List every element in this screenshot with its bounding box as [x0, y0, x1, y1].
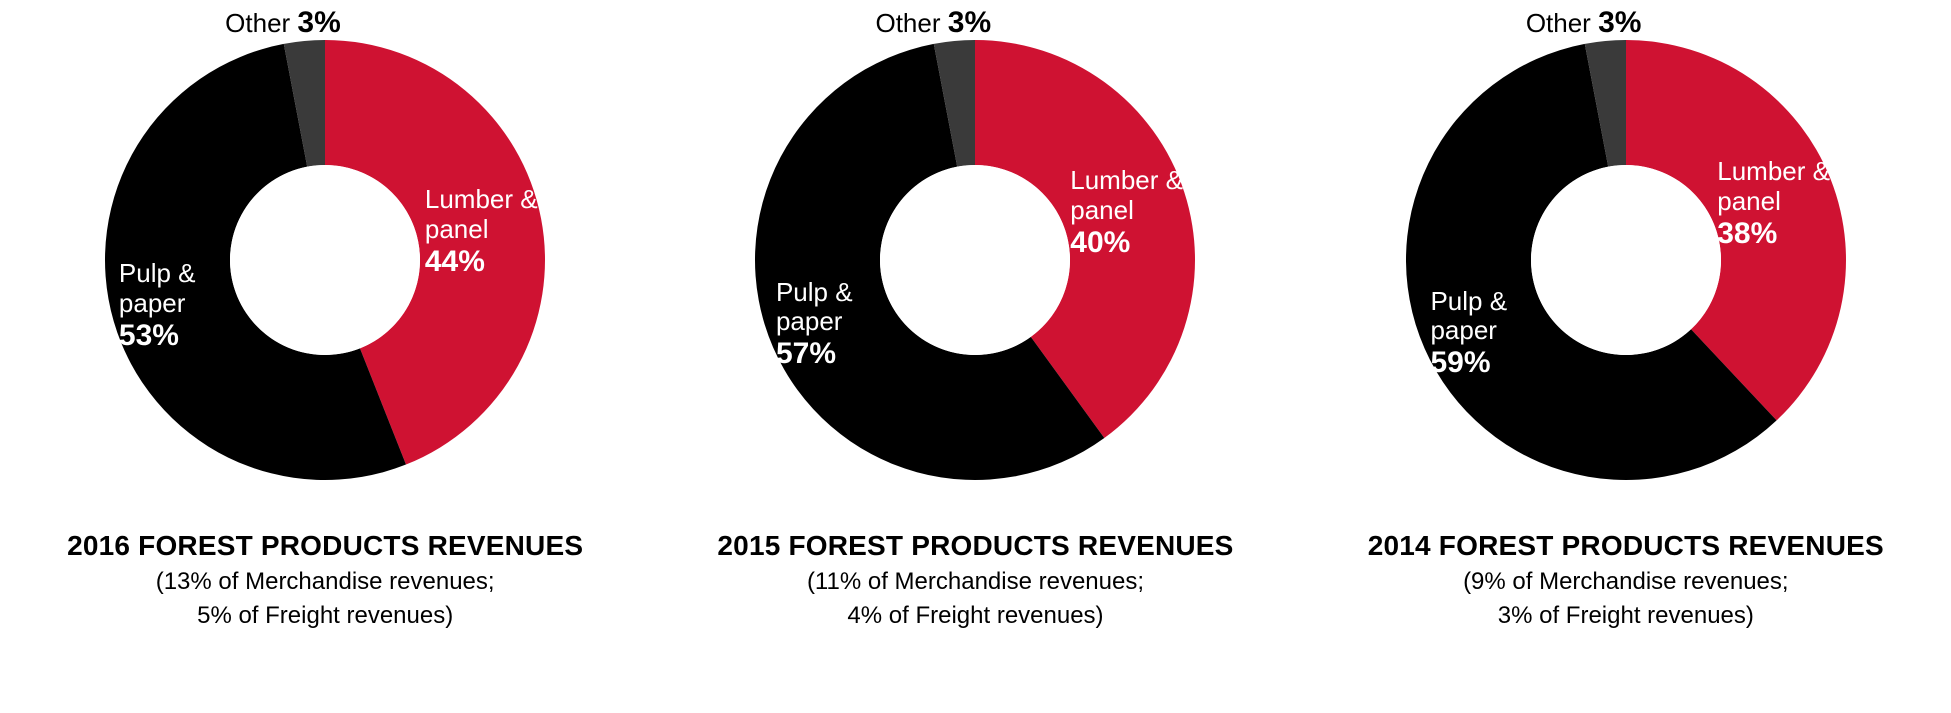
chart-subtitle-line2: 4% of Freight revenues)	[717, 602, 1233, 630]
slice-pct: 59	[1430, 346, 1463, 379]
slice-label-line2: panel	[1070, 196, 1183, 226]
charts-row: Lumber &panel44% Pulp &paper53% Other 3% 20…	[0, 0, 1951, 713]
slice-pct: 53	[119, 319, 152, 352]
chart-subtitle-line1: (13% of Merchandise revenues;	[67, 568, 583, 596]
donut-wrap: Lumber &panel44%Pulp &paper53%Other 3%	[85, 20, 565, 500]
donut-hole	[1531, 165, 1721, 355]
slice-label-line1: Lumber &	[1717, 157, 1830, 187]
slice-label-line1: Lumber &	[1070, 166, 1183, 196]
slice-label-lumber_panel: Lumber &panel40%	[1070, 166, 1183, 260]
slice-label-text: Other	[225, 8, 290, 38]
chart-caption: 2015 FOREST PRODUCTS REVENUES (11% of Mer…	[717, 530, 1233, 630]
slice-pct: 40	[1070, 226, 1103, 259]
donut-wrap: Lumber &panel40%Pulp &paper57%Other 3%	[735, 20, 1215, 500]
donut-hole	[230, 165, 420, 355]
chart-fp-2014: Lumber &panel38%Pulp &paper59%Other 3%20…	[1346, 20, 1906, 630]
slice-label-line2: paper	[776, 307, 853, 337]
chart-fp-2015: Lumber &panel40%Pulp &paper57%Other 3%20…	[695, 20, 1255, 630]
slice-pct: 38	[1717, 217, 1750, 250]
slice-label-line1: Pulp &	[1430, 287, 1507, 317]
slice-label-other: Other 3%	[875, 6, 991, 41]
slice-label-pulp_paper: Pulp &paper57%	[776, 278, 853, 372]
slice-pct: 44	[425, 245, 458, 278]
chart-subtitle-line2: 3% of Freight revenues)	[1368, 602, 1884, 630]
slice-label-other: Other 3%	[225, 6, 341, 41]
donut-hole	[880, 165, 1070, 355]
slice-pct: 57	[776, 337, 809, 370]
chart-title: 2015 FOREST PRODUCTS REVENUES	[717, 530, 1233, 562]
chart-subtitle-line1: (11% of Merchandise revenues;	[717, 568, 1233, 596]
chart-caption: 2016 FOREST PRODUCTS REVENUES (13% of Mer…	[67, 530, 583, 630]
slice-pct: 3	[948, 6, 965, 39]
slice-label-text: Other	[875, 8, 940, 38]
chart-subtitle-line1: (9% of Merchandise revenues;	[1368, 568, 1884, 596]
chart-caption: 2014 FOREST PRODUCTS REVENUES (9% of Merc…	[1368, 530, 1884, 630]
slice-label-line2: paper	[119, 289, 196, 319]
slice-label-lumber_panel: Lumber &panel44%	[425, 185, 538, 279]
slice-label-line1: Lumber &	[425, 185, 538, 215]
chart-fp-2016: Lumber &panel44%Pulp &paper53%Other 3%20…	[45, 20, 605, 630]
chart-title: 2014 FOREST PRODUCTS REVENUES	[1368, 530, 1884, 562]
slice-pct: 3	[1598, 6, 1615, 39]
slice-label-line2: panel	[425, 215, 538, 245]
slice-label-text: Other	[1526, 8, 1591, 38]
donut-chart	[1386, 20, 1866, 500]
chart-subtitle-line2: 5% of Freight revenues)	[67, 602, 583, 630]
slice-label-lumber_panel: Lumber &panel38%	[1717, 157, 1830, 251]
slice-label-pulp_paper: Pulp &paper59%	[1430, 287, 1507, 381]
slice-label-line1: Pulp &	[776, 278, 853, 308]
slice-label-line1: Pulp &	[119, 259, 196, 289]
slice-label-pulp_paper: Pulp &paper53%	[119, 259, 196, 353]
slice-label-line2: paper	[1430, 316, 1507, 346]
slice-label-other: Other 3%	[1526, 6, 1642, 41]
donut-wrap: Lumber &panel38%Pulp &paper59%Other 3%	[1386, 20, 1866, 500]
slice-pct: 3	[297, 6, 314, 39]
slice-label-line2: panel	[1717, 187, 1830, 217]
chart-title: 2016 FOREST PRODUCTS REVENUES	[67, 530, 583, 562]
